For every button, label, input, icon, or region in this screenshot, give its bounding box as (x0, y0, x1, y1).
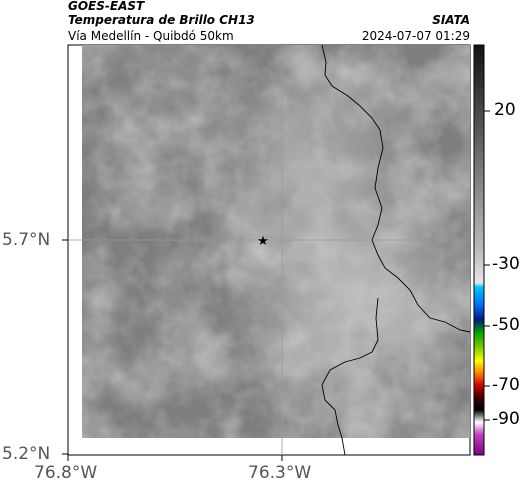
lat-label-5-7: 5.7°N (2, 230, 51, 250)
colorbar-label-minus70: -70 (492, 375, 520, 395)
colorbar (473, 44, 485, 456)
product-title: Temperatura de Brillo CH13 (68, 13, 255, 27)
colorbar-label-minus90: -90 (492, 409, 520, 429)
brightness-raster (82, 45, 470, 438)
department-border (321, 45, 470, 455)
satellite-title: GOES-EAST (68, 0, 145, 13)
colorbar-label-minus50: -50 (492, 315, 520, 335)
star-icon: ★ (257, 234, 269, 249)
agency-label: SIATA (432, 13, 470, 27)
route-subtitle: Vía Medellín - Quibdó 50km (68, 29, 234, 43)
datetime-label: 2024-07-07 01:29 (361, 29, 470, 43)
colorbar-label-minus30: -30 (492, 254, 520, 274)
lat-label-5-2: 5.2°N (2, 444, 51, 464)
lon-label-76-8: 76.8°W (34, 463, 98, 483)
colorbar-label-20: 20 (494, 100, 516, 120)
lon-label-76-3: 76.3°W (248, 463, 312, 483)
